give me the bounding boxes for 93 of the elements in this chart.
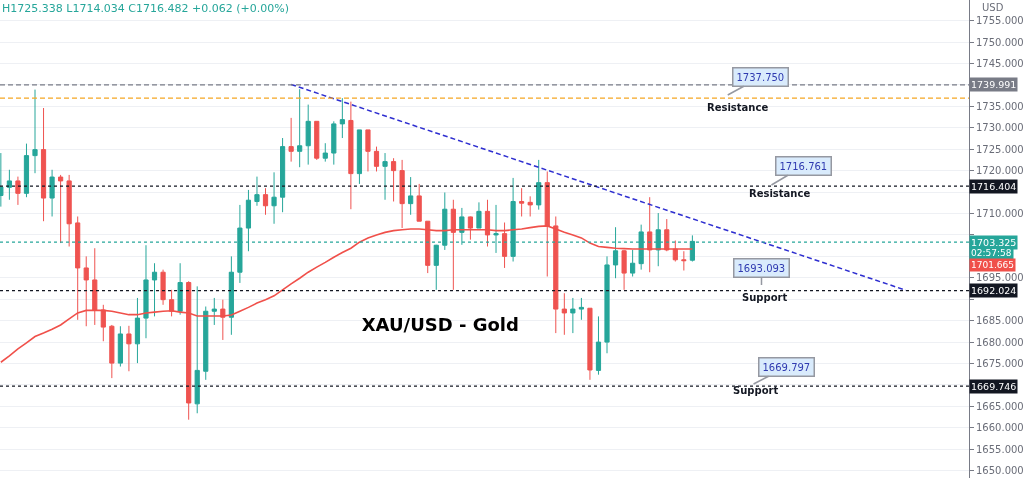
- text: USD: [982, 2, 1004, 13]
- text: 1701.665: [971, 260, 1014, 270]
- candlestick: [536, 159, 542, 211]
- candlestick: [433, 244, 439, 291]
- candlestick: [92, 247, 98, 326]
- candlestick: [339, 97, 345, 139]
- y-tick-label: 1680.000: [976, 336, 1024, 348]
- candlestick: [6, 169, 12, 201]
- candlestick: [416, 183, 422, 222]
- annotation: 1737.750: [736, 71, 785, 83]
- candlestick: [621, 249, 627, 291]
- candlestick: [151, 262, 158, 317]
- annotation: 1669.797: [762, 361, 811, 373]
- y-tick-label: 1720.000: [976, 165, 1024, 177]
- annotation: H1725.338 L1714.034 C1716.482 +0.062 (+0.00%): [2, 2, 289, 15]
- annotation: Resistance: [707, 102, 769, 113]
- candlestick: [262, 187, 269, 216]
- candlestick: [604, 255, 610, 354]
- y-tick-label: 1675.000: [976, 358, 1024, 370]
- ref-line-label: 1692.024: [971, 285, 1017, 296]
- candlestick: [578, 297, 584, 321]
- annotation: Resistance: [749, 188, 811, 199]
- candlestick: [143, 244, 149, 339]
- candlestick: [630, 249, 636, 278]
- y-tick-label: 1665.000: [976, 400, 1024, 412]
- candlestick: [23, 143, 30, 198]
- candlestick: [561, 292, 567, 336]
- y-tick-label: 1755.000: [976, 15, 1024, 27]
- candlestick: [100, 304, 106, 342]
- candlestick: [203, 306, 209, 381]
- candlestick: [126, 325, 132, 372]
- candlestick: [681, 250, 687, 272]
- candlestick: [109, 324, 115, 379]
- candlestick: [527, 195, 533, 217]
- candlestick: [220, 299, 226, 341]
- candlestick: [177, 262, 183, 316]
- annotation: Support: [733, 385, 779, 396]
- candlestick: [297, 88, 303, 168]
- candlestick: [322, 142, 328, 163]
- ref-line-label: 1739.991: [971, 79, 1017, 90]
- text: 02:57:58: [971, 248, 1012, 258]
- y-tick-label: 1660.000: [976, 422, 1024, 434]
- candlestick: [83, 255, 89, 327]
- ref-line-label: 1703.325: [971, 237, 1017, 248]
- y-tick-label: 1750.000: [976, 36, 1024, 48]
- candlestick: [66, 174, 72, 247]
- text: XAU/USD - Gold: [361, 314, 519, 336]
- candlestick: [0, 152, 4, 208]
- candlestick: [305, 104, 311, 166]
- y-tick-label: 1725.000: [976, 143, 1024, 155]
- annotation: 1716.761: [779, 160, 828, 172]
- annotation: 1693.093: [737, 262, 786, 274]
- candlestick: [382, 152, 388, 201]
- candlestick: [254, 176, 260, 207]
- y-tick-label: 1695.000: [976, 272, 1024, 284]
- candlestick: [169, 289, 175, 317]
- candlestick: [365, 129, 371, 172]
- candlestick: [280, 137, 286, 213]
- candlestick: [40, 107, 47, 222]
- candlestick: [32, 89, 38, 174]
- candlestick: [228, 255, 234, 336]
- candlestick: [58, 174, 64, 244]
- y-tick-label: 1655.000: [976, 443, 1024, 455]
- annotation: Support: [742, 292, 788, 303]
- y-tick-label: 1650.000: [976, 465, 1024, 477]
- ref-line-label: 1716.404: [971, 181, 1017, 192]
- ref-line-label: 1669.746: [971, 381, 1017, 392]
- candlestick: [348, 101, 354, 210]
- candlestick: [331, 120, 337, 166]
- candlestick: [595, 315, 602, 376]
- candlestick: [117, 325, 123, 368]
- candlestick: [15, 176, 21, 206]
- y-tick-label: 1735.000: [976, 100, 1024, 112]
- candlestick: [373, 146, 380, 172]
- y-tick-label: 1730.000: [976, 122, 1024, 134]
- candlestick: [160, 269, 166, 306]
- y-tick-label: 1710.000: [976, 207, 1024, 219]
- candlestick: [476, 201, 482, 229]
- candlestick: [211, 297, 217, 326]
- candlestick: [49, 169, 55, 217]
- candlestick: [194, 285, 200, 414]
- candlestick: [288, 117, 294, 163]
- y-tick-label: 1745.000: [976, 57, 1024, 69]
- y-tick-label: 1685.000: [976, 315, 1024, 327]
- candlestick: [570, 297, 576, 334]
- candlestick: [134, 297, 141, 364]
- candlestick: [314, 120, 320, 161]
- candlestick: [519, 187, 525, 217]
- candlestick: [271, 171, 277, 225]
- candlestick: [356, 129, 363, 185]
- candlestick: [408, 176, 414, 216]
- candlestick: [390, 157, 397, 202]
- candlestick: [587, 307, 593, 381]
